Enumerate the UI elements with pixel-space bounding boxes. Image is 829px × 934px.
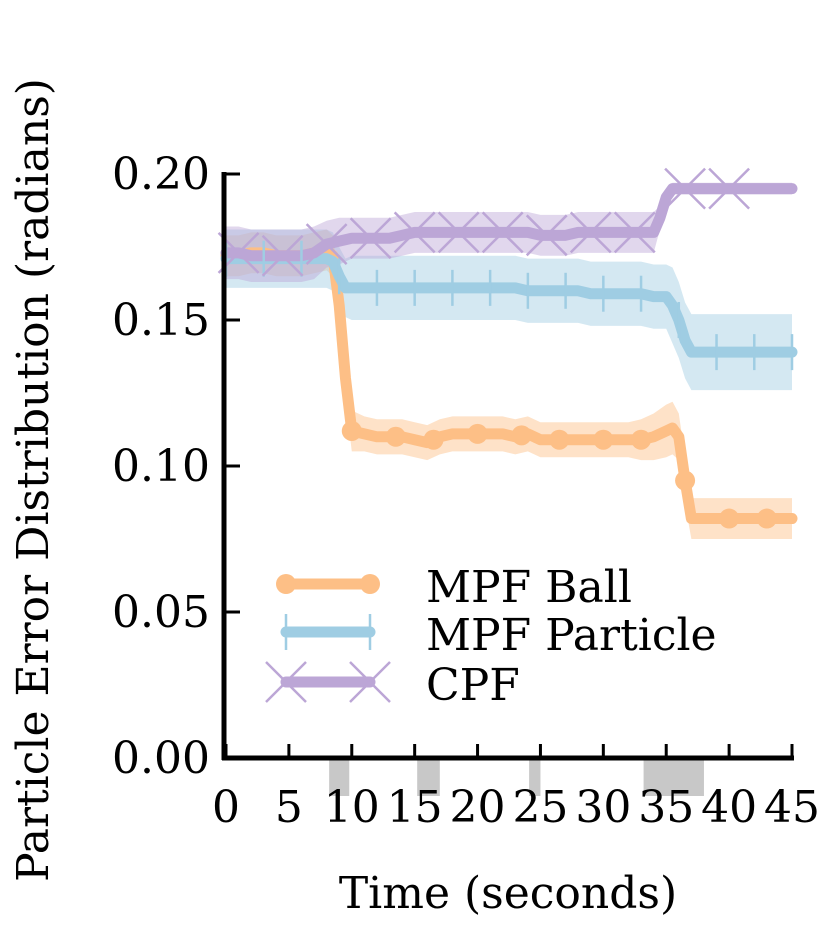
x-tick-label: 20 <box>450 782 506 833</box>
series-marker-cpf-7 <box>525 214 568 257</box>
x-tick-label: 5 <box>275 782 303 833</box>
error-band-mpf-particle <box>226 229 792 391</box>
series-marker-cpf-8 <box>569 211 612 254</box>
series-marker-mpf-ball-1 <box>385 426 406 447</box>
series-marker-cpf-11 <box>708 167 750 210</box>
x-tick-label: 30 <box>575 782 631 833</box>
y-tick-label: 0.15 <box>112 295 210 346</box>
legend-swatch-mpf-ball <box>276 574 380 594</box>
series-marker-cpf-3-stroke-b <box>349 217 392 260</box>
event-interval-2 <box>529 758 541 796</box>
legend-marker-start-mpf-ball <box>276 574 296 594</box>
y-tick-label: 0.20 <box>112 149 210 200</box>
y-tick-label: 0.10 <box>112 441 210 492</box>
series-marker-layer <box>217 167 794 529</box>
series-marker-cpf-8-stroke-b <box>569 211 612 254</box>
series-marker-mpf-ball-5 <box>549 429 570 450</box>
series-marker-cpf-2-stroke-b <box>305 223 348 265</box>
series-marker-cpf-2 <box>305 223 348 265</box>
x-tick-label: 40 <box>701 782 757 833</box>
legend: MPF Ball MPF Particle CPF <box>265 562 717 711</box>
series-marker-cpf-11-stroke-b <box>708 167 750 210</box>
series-marker-mpf-ball-2 <box>423 429 444 450</box>
series-marker-cpf-6 <box>481 211 524 254</box>
series-marker-cpf-1 <box>261 234 304 277</box>
x-axis-title: Time (seconds) <box>339 868 677 919</box>
legend-label-mpf-particle: MPF Particle <box>426 610 717 661</box>
event-interval-0 <box>329 758 350 796</box>
series-marker-cpf-10 <box>664 167 706 210</box>
x-tick-label: 15 <box>387 782 443 833</box>
legend-item-mpf-particle: MPF Particle <box>280 610 717 661</box>
legend-item-cpf: CPF <box>265 660 520 711</box>
series-marker-cpf-6-stroke-b <box>481 211 524 254</box>
series-marker-cpf-5 <box>437 211 480 254</box>
y-tick-label: 0.00 <box>112 733 210 784</box>
series-marker-mpf-ball-4 <box>511 425 532 446</box>
series-marker-mpf-ball-9 <box>719 508 740 529</box>
series-marker-mpf-ball-0 <box>341 420 362 441</box>
event-interval-3 <box>643 758 704 796</box>
series-line-mpf-particle <box>220 253 798 358</box>
series-marker-cpf-9 <box>613 211 656 254</box>
series-line-mpf-ball <box>220 244 798 525</box>
y-tick-label: 0.05 <box>112 587 210 638</box>
series-marker-mpf-ball-3 <box>467 423 488 444</box>
event-highlight-layer <box>329 758 704 796</box>
legend-marker-end-cpf <box>349 661 391 703</box>
legend-swatch-cpf <box>265 661 391 703</box>
axis-tick-layer: 0.00 0.05 0.10 0.15 0.20 0 5 10 15 20 25 30 35 40 45 <box>112 149 820 833</box>
legend-label-cpf: CPF <box>426 660 520 711</box>
legend-label-mpf-ball: MPF Ball <box>426 562 632 613</box>
series-marker-cpf-10-stroke-b <box>664 167 706 210</box>
legend-item-mpf-ball: MPF Ball <box>276 562 632 613</box>
legend-swatch-mpf-particle <box>280 614 376 650</box>
x-tick-label: 45 <box>764 782 820 833</box>
legend-marker-start-cpf-stroke-b <box>265 661 307 703</box>
series-marker-mpf-ball-6 <box>593 429 614 450</box>
y-axis-title: Particle Error Distribution (radians) <box>8 78 59 882</box>
legend-marker-end-cpf-stroke-b <box>349 661 391 703</box>
series-marker-mpf-ball-8 <box>675 470 696 491</box>
x-tick-label: 35 <box>638 782 694 833</box>
x-tick-label: 25 <box>512 782 568 833</box>
series-marker-mpf-ball-7 <box>631 429 652 450</box>
series-marker-cpf-3 <box>349 217 392 260</box>
legend-marker-end-mpf-ball <box>360 574 380 594</box>
x-tick-label: 10 <box>324 782 380 833</box>
series-marker-cpf-7-stroke-b <box>525 214 568 257</box>
series-marker-cpf-4-stroke-b <box>393 211 436 254</box>
event-interval-1 <box>417 758 440 796</box>
series-marker-cpf-1-stroke-b <box>261 234 304 277</box>
series-marker-cpf-9-stroke-b <box>613 211 656 254</box>
series-marker-cpf-5-stroke-b <box>437 211 480 254</box>
series-marker-cpf-4 <box>393 211 436 254</box>
x-tick-label: 0 <box>212 782 240 833</box>
series-marker-mpf-ball-10 <box>756 508 777 529</box>
legend-marker-start-cpf <box>265 661 307 703</box>
